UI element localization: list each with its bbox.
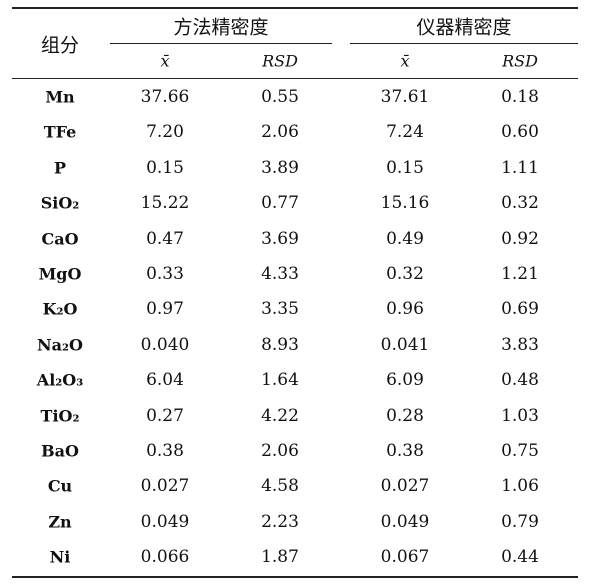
row-label: BaO [41, 441, 79, 461]
table-cell: 0.040 [140, 334, 190, 355]
row-label: Mn [45, 87, 75, 107]
table-cell: 3.89 [261, 157, 299, 178]
row-label: Ni [49, 547, 71, 567]
table-cell: 0.97 [146, 299, 184, 320]
table-cell: 0.28 [386, 405, 424, 426]
group-rule [110, 43, 332, 44]
table-cell: 15.22 [140, 193, 190, 214]
table-cell: 37.61 [380, 87, 430, 107]
table-cell: 4.33 [261, 264, 299, 284]
row-label: P [53, 158, 67, 178]
top-rule [12, 7, 578, 9]
table-cell: 0.79 [501, 511, 539, 532]
table-cell: 3.69 [261, 228, 299, 249]
row-label: K₂O [42, 299, 78, 319]
row-label: CaO [41, 229, 79, 249]
table-cell: 0.75 [501, 441, 539, 461]
table-cell: 0.55 [261, 87, 299, 107]
table-cell: 1.11 [501, 157, 539, 178]
table-cell: 1.87 [261, 547, 299, 568]
header-rule [12, 78, 578, 79]
table-cell: 0.96 [386, 299, 424, 320]
row-label: Zn [48, 512, 72, 532]
table-cell: 6.09 [386, 370, 424, 391]
table-cell: 7.20 [146, 122, 184, 143]
table-cell: 2.06 [261, 441, 299, 461]
table-cell: 0.049 [380, 511, 430, 532]
table-cell: 0.60 [501, 122, 539, 143]
table-cell: 1.21 [501, 264, 539, 284]
table-cell: 0.38 [146, 441, 184, 461]
row-label: Cu [47, 476, 73, 496]
table-cell: 0.77 [261, 193, 299, 214]
table-cell: 0.32 [501, 193, 539, 214]
table-cell: 2.06 [261, 122, 299, 143]
table-cell: 7.24 [386, 122, 424, 143]
row-label: TiO₂ [40, 406, 80, 426]
table-cell: 37.66 [140, 87, 190, 107]
table-cell: 6.04 [146, 370, 184, 391]
row-label: MgO [38, 264, 82, 284]
table-cell: 0.067 [380, 547, 430, 568]
group-title: 仪器精密度 [416, 16, 512, 39]
header-cell: 组分 [40, 34, 80, 57]
bottom-rule [12, 576, 578, 578]
column-header: RSD [502, 51, 538, 71]
table-cell: 0.066 [140, 547, 190, 568]
row-label: Na₂O [37, 335, 83, 355]
table-cell: 0.15 [386, 157, 424, 178]
table-cell: 0.27 [146, 405, 184, 426]
group-title: 方法精密度 [173, 16, 269, 39]
table-cell: 3.83 [501, 334, 539, 355]
table-cell: 0.18 [501, 87, 539, 107]
row-label: TFe [43, 122, 77, 142]
table-cell: 0.92 [501, 228, 539, 249]
table-cell: 0.32 [386, 264, 424, 284]
row-label: SiO₂ [40, 193, 80, 213]
table-cell: 2.23 [261, 511, 299, 532]
table-cell: 0.33 [146, 264, 184, 284]
table-cell: 0.027 [140, 476, 190, 497]
table-cell: 0.48 [501, 370, 539, 391]
table-cell: 0.027 [380, 476, 430, 497]
table-cell: 0.69 [501, 299, 539, 320]
table-cell: 0.38 [386, 441, 424, 461]
table-cell: 0.44 [501, 547, 539, 568]
table-cell: 1.03 [501, 405, 539, 426]
group-rule [350, 43, 578, 44]
table-cell: 8.93 [261, 334, 299, 355]
table-cell: 0.041 [380, 334, 430, 355]
table-cell: 0.15 [146, 157, 184, 178]
table-cell: 4.58 [261, 476, 299, 497]
table-cell: 3.35 [261, 299, 299, 320]
table-cell: 0.49 [386, 228, 424, 249]
table-cell: 0.47 [146, 228, 184, 249]
table-cell: 1.64 [261, 370, 299, 391]
column-header: RSD [262, 51, 298, 71]
table-cell: 0.049 [140, 511, 190, 532]
table-cell: 4.22 [261, 405, 299, 426]
table-cell: 1.06 [501, 476, 539, 497]
column-header: x̄ [160, 51, 170, 71]
row-label: Al₂O₃ [36, 370, 84, 390]
column-header: x̄ [400, 51, 410, 71]
table-cell: 15.16 [380, 193, 430, 214]
